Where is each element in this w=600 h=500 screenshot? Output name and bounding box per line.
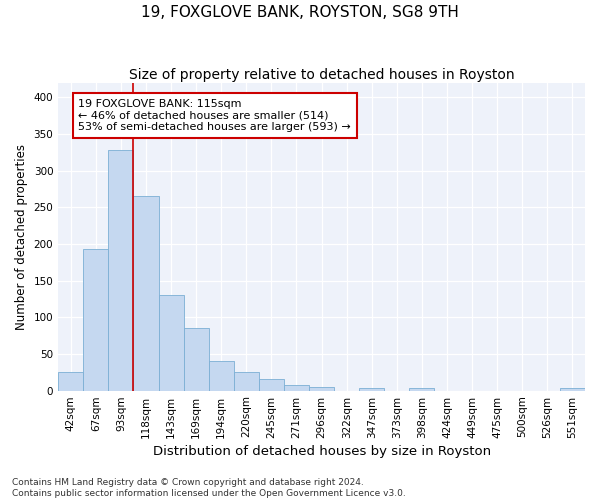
Text: 19, FOXGLOVE BANK, ROYSTON, SG8 9TH: 19, FOXGLOVE BANK, ROYSTON, SG8 9TH	[141, 5, 459, 20]
Title: Size of property relative to detached houses in Royston: Size of property relative to detached ho…	[129, 68, 514, 82]
Bar	[284, 386, 309, 390]
Bar	[259, 379, 284, 390]
Bar	[109, 150, 133, 390]
Bar	[184, 328, 209, 390]
Bar	[58, 372, 83, 390]
Bar	[209, 361, 234, 390]
Bar	[234, 372, 259, 390]
Bar	[133, 196, 158, 390]
Bar	[83, 249, 109, 390]
Text: 19 FOXGLOVE BANK: 115sqm
← 46% of detached houses are smaller (514)
53% of semi-: 19 FOXGLOVE BANK: 115sqm ← 46% of detach…	[78, 99, 351, 132]
Bar	[409, 388, 434, 390]
Bar	[158, 296, 184, 390]
Y-axis label: Number of detached properties: Number of detached properties	[15, 144, 28, 330]
Bar	[560, 388, 585, 390]
Text: Contains HM Land Registry data © Crown copyright and database right 2024.
Contai: Contains HM Land Registry data © Crown c…	[12, 478, 406, 498]
Bar	[359, 388, 385, 390]
Bar	[309, 387, 334, 390]
X-axis label: Distribution of detached houses by size in Royston: Distribution of detached houses by size …	[152, 444, 491, 458]
